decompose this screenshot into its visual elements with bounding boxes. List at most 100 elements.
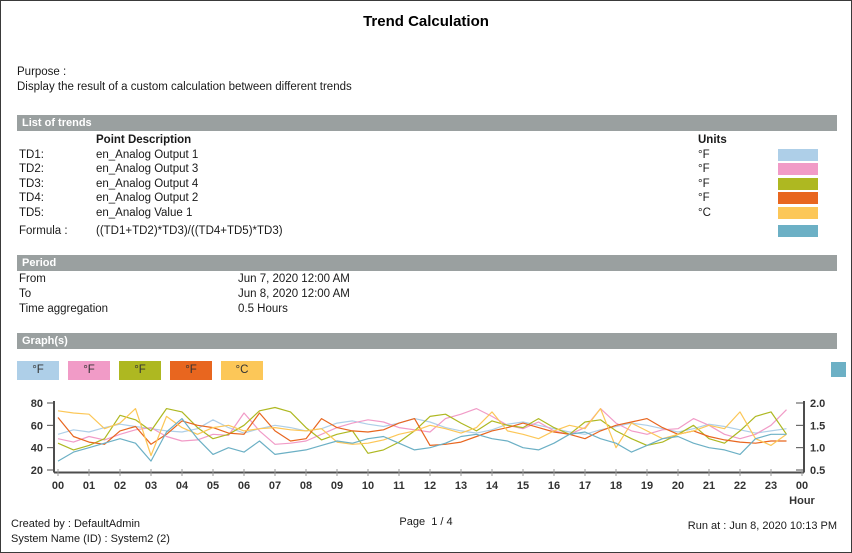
hour-tick-label: 03 bbox=[145, 480, 157, 492]
hour-tick-label: 10 bbox=[362, 480, 374, 492]
trend-color-swatch bbox=[778, 177, 818, 190]
period-value: 0.5 Hours bbox=[238, 302, 288, 315]
hour-tick-label: 17 bbox=[579, 480, 591, 492]
chart-area: 20 40 60 80 0.5 1.0 1.5 2.0 00 01 02 03 04 05 06 07 08 09… bbox=[9, 393, 845, 513]
legend-item-f4: °F bbox=[170, 361, 212, 380]
legend-item-f2: °F bbox=[68, 361, 110, 380]
hour-tick-label: 00 bbox=[796, 480, 808, 492]
hour-tick-label: 05 bbox=[207, 480, 219, 492]
period-label: To bbox=[19, 288, 32, 301]
trend-chart: 20 40 60 80 0.5 1.0 1.5 2.0 00 01 02 03 04 05 06 07 08 09… bbox=[31, 398, 826, 507]
hour-tick-label: 18 bbox=[610, 480, 622, 492]
purpose-block: Purpose : Display the result of a custom… bbox=[17, 65, 352, 95]
legend-item-f1: °F bbox=[17, 361, 59, 380]
trend-list-table: Point Description Units TD1: en_Analog O… bbox=[19, 133, 818, 239]
table-row: TD5: en_Analog Value 1 °C bbox=[19, 206, 818, 221]
trend-description: en_Analog Output 4 bbox=[96, 177, 199, 190]
left-tick-label: 80 bbox=[31, 398, 43, 410]
column-header-point-description: Point Description bbox=[96, 134, 192, 147]
series-line-formula bbox=[57, 418, 787, 462]
trend-unit: °F bbox=[698, 192, 710, 205]
hour-tick-label: 19 bbox=[641, 480, 653, 492]
series-line-td2 bbox=[57, 408, 787, 445]
section-header-list-of-trends: List of trends bbox=[17, 115, 837, 131]
trend-description: en_Analog Value 1 bbox=[96, 206, 193, 219]
hour-tick-label: 21 bbox=[703, 480, 715, 492]
trend-description: en_Analog Output 1 bbox=[96, 148, 199, 161]
purpose-label: Purpose : bbox=[17, 66, 67, 78]
right-tick-label: 1.5 bbox=[810, 420, 825, 432]
hour-tick-label: 02 bbox=[114, 480, 126, 492]
period-value: Jun 7, 2020 12:00 AM bbox=[238, 273, 350, 286]
trend-label: TD5: bbox=[19, 206, 44, 219]
hour-tick-label: 07 bbox=[269, 480, 281, 492]
formula-label: Formula : bbox=[19, 225, 68, 238]
x-axis-unit-label: Hour bbox=[789, 495, 815, 507]
page-indicator: Page 1 / 4 bbox=[399, 516, 453, 528]
period-row-aggregation: Time aggregation 0.5 Hours bbox=[19, 302, 350, 317]
trend-unit: °F bbox=[698, 163, 710, 176]
hour-tick-label: 22 bbox=[734, 480, 746, 492]
hour-tick-label: 16 bbox=[548, 480, 560, 492]
period-value: Jun 8, 2020 12:00 AM bbox=[238, 288, 350, 301]
trend-unit: °C bbox=[698, 206, 711, 219]
trend-unit: °F bbox=[698, 148, 710, 161]
trend-color-swatch bbox=[778, 148, 818, 161]
formula-expression: ((TD1+TD2)*TD3)/((TD4+TD5)*TD3) bbox=[96, 225, 283, 238]
hour-tick-label: 08 bbox=[300, 480, 312, 492]
trend-label: TD3: bbox=[19, 177, 44, 190]
trend-color-swatch bbox=[778, 192, 818, 205]
table-row: TD3: en_Analog Output 4 °F bbox=[19, 177, 818, 192]
table-row: TD1: en_Analog Output 1 °F bbox=[19, 148, 818, 163]
page-title: Trend Calculation bbox=[363, 13, 489, 30]
left-tick-label: 40 bbox=[31, 443, 43, 455]
trend-color-swatch bbox=[778, 163, 818, 176]
trend-list-header-row: Point Description Units bbox=[19, 133, 818, 148]
right-tick-label: 2.0 bbox=[810, 398, 825, 410]
footer-left: Created by : DefaultAdmin System Name (I… bbox=[11, 517, 170, 547]
trend-label: TD4: bbox=[19, 192, 44, 205]
series-line-td3 bbox=[57, 406, 787, 454]
section-header-graphs: Graph(s) bbox=[17, 333, 837, 349]
hour-tick-label: 01 bbox=[83, 480, 95, 492]
right-tick-label: 1.0 bbox=[810, 443, 825, 455]
table-row: TD4: en_Analog Output 2 °F bbox=[19, 191, 818, 206]
hour-tick-label: 09 bbox=[331, 480, 343, 492]
legend-item-c: °C bbox=[221, 361, 263, 380]
left-tick-label: 60 bbox=[31, 420, 43, 432]
hour-tick-label: 04 bbox=[176, 480, 189, 492]
period-table: From Jun 7, 2020 12:00 AM To Jun 8, 2020… bbox=[19, 272, 350, 316]
trend-description: en_Analog Output 3 bbox=[96, 163, 199, 176]
hour-tick-label: 23 bbox=[765, 480, 777, 492]
legend-item-f3: °F bbox=[119, 361, 161, 380]
column-header-units: Units bbox=[698, 134, 727, 147]
hour-tick-label: 20 bbox=[672, 480, 684, 492]
created-by: Created by : DefaultAdmin bbox=[11, 518, 141, 530]
period-label: From bbox=[19, 273, 46, 286]
hour-tick-label: 14 bbox=[486, 480, 499, 492]
hour-tick-label: 00 bbox=[52, 480, 64, 492]
hour-tick-label: 15 bbox=[517, 480, 529, 492]
hour-tick-label: 11 bbox=[393, 480, 405, 492]
run-at-timestamp: Run at : Jun 8, 2020 10:13 PM bbox=[687, 520, 837, 532]
formula-color-swatch bbox=[778, 225, 818, 238]
table-row: TD2: en_Analog Output 3 °F bbox=[19, 162, 818, 177]
trend-color-swatch bbox=[778, 206, 818, 219]
period-row-from: From Jun 7, 2020 12:00 AM bbox=[19, 272, 350, 287]
legend-formula-swatch bbox=[831, 362, 846, 377]
series-line-td4 bbox=[57, 412, 787, 447]
purpose-text: Display the result of a custom calculati… bbox=[17, 81, 352, 93]
hour-tick-label: 13 bbox=[455, 480, 467, 492]
trend-description: en_Analog Output 2 bbox=[96, 192, 199, 205]
hour-tick-label: 06 bbox=[238, 480, 250, 492]
left-tick-label: 20 bbox=[31, 465, 43, 477]
right-tick-label: 0.5 bbox=[810, 465, 825, 477]
system-name: System Name (ID) : System2 (2) bbox=[11, 533, 170, 545]
section-header-period: Period bbox=[17, 255, 837, 271]
trend-unit: °F bbox=[698, 177, 710, 190]
trend-label: TD1: bbox=[19, 148, 44, 161]
chart-legend: °F °F °F °F °C bbox=[17, 361, 263, 380]
period-row-to: To Jun 8, 2020 12:00 AM bbox=[19, 287, 350, 302]
formula-row: Formula : ((TD1+TD2)*TD3)/((TD4+TD5)*TD3… bbox=[19, 224, 818, 239]
